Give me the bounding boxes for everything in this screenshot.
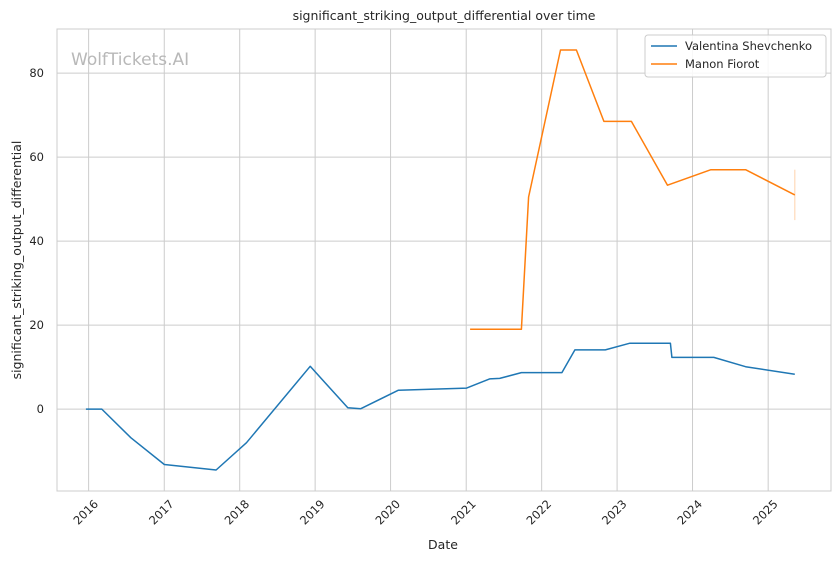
chart-title: significant_striking_output_differential…: [293, 8, 596, 23]
legend-label-manon-fiorot: Manon Fiorot: [685, 57, 760, 71]
y-tick-label: 0: [37, 402, 44, 416]
series-layer: [85, 49, 796, 471]
legend-box: [644, 34, 827, 78]
series-line-manon-fiorot: [470, 49, 796, 331]
y-tick-label: 20: [29, 318, 44, 332]
x-axis-label: Date: [428, 537, 458, 552]
y-tick-label: 80: [29, 66, 44, 80]
series-line-valentina-shevchenko: [85, 342, 795, 471]
y-tick-label: 60: [29, 150, 44, 164]
legend-label-valentina-shevchenko: Valentina Shevchenko: [685, 39, 812, 53]
plot-frame: [56, 28, 832, 492]
legend: Valentina Shevchenko Manon Fiorot: [644, 34, 827, 78]
y-axis-label: significant_striking_output_differential: [9, 141, 24, 380]
grid: [57, 29, 831, 491]
watermark: WolfTickets.AI: [71, 50, 189, 70]
y-tick-label: 40: [29, 234, 44, 248]
